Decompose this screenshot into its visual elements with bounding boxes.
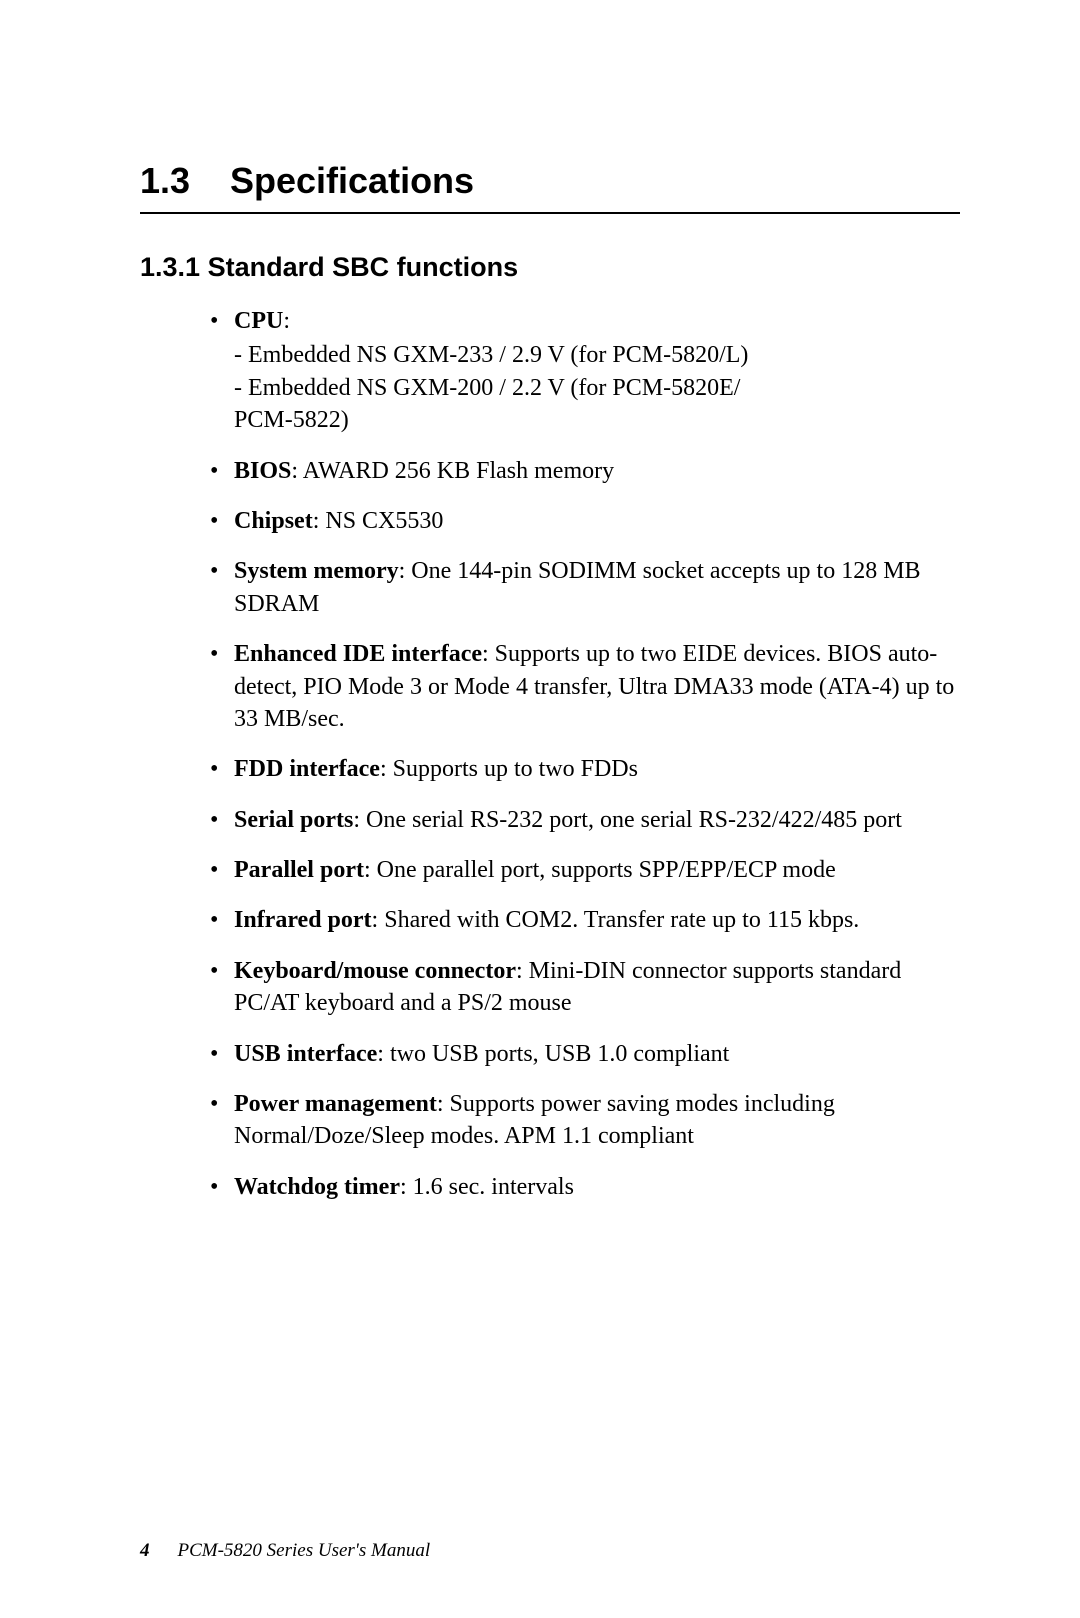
page-number: 4 [140, 1540, 150, 1561]
spec-value: : Shared with COM2. Transfer rate up to … [372, 907, 860, 933]
spec-label: CPU [234, 308, 283, 334]
spec-label: Watchdog timer [234, 1174, 400, 1200]
spec-value: : 1.6 sec. intervals [400, 1174, 574, 1200]
spec-value: : One parallel port, supports SPP/EPP/EC… [364, 857, 836, 883]
spec-value: : two USB ports, USB 1.0 compliant [377, 1041, 729, 1067]
spec-label: FDD interface [234, 756, 380, 782]
spec-value: : Supports up to two FDDs [380, 756, 638, 782]
list-item: Enhanced IDE interface: Supports up to t… [210, 638, 960, 735]
list-item: FDD interface: Supports up to two FDDs [210, 753, 960, 785]
manual-title: PCM-5820 Series User's Manual [178, 1540, 431, 1561]
spec-label: USB interface [234, 1041, 377, 1067]
spec-label: Power management [234, 1091, 437, 1117]
page-footer: 4 PCM-5820 Series User's Manual [140, 1540, 430, 1562]
spec-label: Parallel port [234, 857, 364, 883]
subsection-number: 1.3.1 [140, 252, 200, 282]
spec-list: CPU: - Embedded NS GXM-233 / 2.9 V (for … [140, 305, 960, 1203]
list-item: Watchdog timer: 1.6 sec. intervals [210, 1171, 960, 1203]
list-item: USB interface: two USB ports, USB 1.0 co… [210, 1038, 960, 1070]
spec-label: BIOS [234, 458, 291, 484]
section-title: 1.3Specifications [140, 160, 960, 214]
spec-label: Infrared port [234, 907, 372, 933]
list-item: Chipset: NS CX5530 [210, 505, 960, 537]
spec-subline: - Embedded NS GXM-200 / 2.2 V (for PCM-5… [234, 372, 960, 404]
spec-label: Keyboard/mouse connector [234, 958, 516, 984]
spec-subline: - Embedded NS GXM-233 / 2.9 V (for PCM-5… [234, 339, 960, 371]
list-item: Serial ports: One serial RS-232 port, on… [210, 804, 960, 836]
list-item: Keyboard/mouse connector: Mini-DIN conne… [210, 955, 960, 1020]
section-title-text: Specifications [230, 160, 474, 201]
list-item: Infrared port: Shared with COM2. Transfe… [210, 904, 960, 936]
subsection-title: 1.3.1 Standard SBC functions [140, 252, 960, 283]
spec-subline: PCM-5822) [234, 404, 960, 436]
spec-value: : AWARD 256 KB Flash memory [291, 458, 614, 484]
spec-value: : NS CX5530 [313, 508, 444, 534]
spec-value: : [283, 308, 290, 334]
list-item: Parallel port: One parallel port, suppor… [210, 854, 960, 886]
list-item: Power management: Supports power saving … [210, 1088, 960, 1153]
subsection-title-text: Standard SBC functions [208, 252, 519, 282]
spec-sublines: - Embedded NS GXM-233 / 2.9 V (for PCM-5… [234, 339, 960, 436]
list-item: CPU: - Embedded NS GXM-233 / 2.9 V (for … [210, 305, 960, 437]
spec-label: Enhanced IDE interface [234, 641, 482, 667]
section-number: 1.3 [140, 160, 230, 202]
list-item: BIOS: AWARD 256 KB Flash memory [210, 455, 960, 487]
spec-label: System memory [234, 558, 399, 584]
list-item: System memory: One 144-pin SODIMM socket… [210, 555, 960, 620]
spec-label: Serial ports [234, 807, 353, 833]
page: 1.3Specifications 1.3.1 Standard SBC fun… [0, 0, 1080, 1618]
spec-value: : One serial RS-232 port, one serial RS-… [353, 807, 902, 833]
spec-label: Chipset [234, 508, 313, 534]
